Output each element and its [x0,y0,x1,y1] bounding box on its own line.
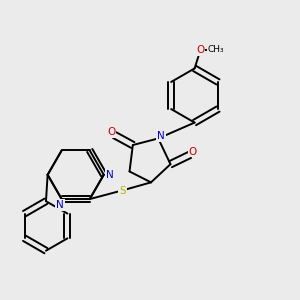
Text: CH₃: CH₃ [208,45,224,54]
Text: N: N [106,170,114,180]
Text: O: O [107,127,116,137]
Text: N: N [157,131,165,141]
Text: S: S [119,186,126,196]
Text: O: O [189,147,197,157]
Text: N: N [56,200,64,210]
Text: O: O [196,45,205,55]
